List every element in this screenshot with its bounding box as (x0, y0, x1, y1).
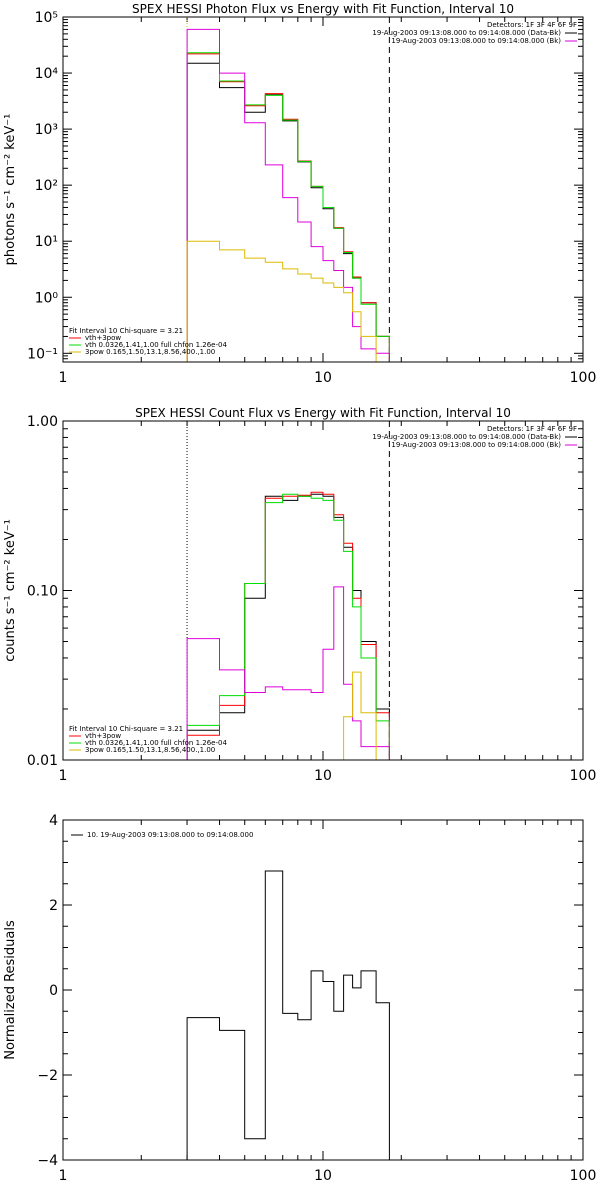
legend-left-text: 3pow 0.165,1.50,13.1,8.56,400.,1.00 (85, 746, 215, 754)
series-2-line (186, 491, 390, 760)
series-5-line (333, 671, 390, 761)
y-axis-label: photons s⁻¹ cm⁻² keV⁻¹ (3, 114, 18, 266)
legend-right-text: 19-Aug-2003 09:13:08.000 to 09:14:08.000… (372, 433, 561, 441)
chart-panel-3: Normalized Residuals 1 10 100 −4 −2 0 2 4 10. 19-… (3, 813, 596, 1184)
legend-left-text: 3pow 0.165,1.50,13.1,8.56,400.,1.00 (85, 348, 215, 356)
series-5-line (186, 240, 390, 363)
series-4-line (186, 28, 390, 362)
series-1-line (186, 62, 390, 362)
legend-left-text: vth 0.0326,1.41,1.00 full chfon 1.26e-04 (85, 341, 227, 349)
chart-title: SPEX HESSI Photon Flux vs Energy with Fi… (132, 2, 514, 16)
plot-frame (62, 420, 584, 761)
y-tick-label: 10³ (35, 122, 58, 138)
x-tick-label: 1 (59, 1168, 68, 1184)
legend-left-text: Fit Interval 10 Chi-square = 3.21 (69, 725, 183, 733)
legend-right-text: Detectors: 1F 3F 4F 6F 9F (487, 21, 577, 29)
series-1-line (186, 493, 390, 760)
legend-right-text: 19-Aug-2003 09:13:08.000 to 09:14:08.000… (391, 37, 561, 45)
x-tick-label: 100 (570, 370, 597, 386)
x-tick-label: 10 (314, 1168, 332, 1184)
y-tick-label: 1.00 (27, 414, 58, 430)
series-3-line (186, 493, 390, 760)
plot-frame (62, 819, 584, 1161)
y-tick-label: 0.01 (27, 753, 58, 769)
chart-title: SPEX HESSI Count Flux vs Energy with Fit… (135, 406, 511, 420)
x-tick-label: 10 (314, 370, 332, 386)
x-tick-label: 10 (314, 768, 332, 784)
y-tick-label: 10² (35, 178, 58, 194)
legend-left-text: Fit Interval 10 Chi-square = 3.21 (69, 327, 183, 335)
y-tick-label: 10¹ (35, 234, 58, 250)
x-tick-label: 100 (570, 768, 597, 784)
legend-left-text: vth+3pow (85, 334, 121, 342)
y-tick-label: 10⁴ (35, 66, 59, 82)
legend-right-text: Detectors: 1F 3F 4F 6F 9F (487, 425, 577, 433)
y-tick-label: 2 (49, 898, 58, 914)
legend-right-text: 19-Aug-2003 09:13:08.000 to 09:14:08.000… (372, 29, 561, 37)
x-tick-label: 1 (59, 768, 68, 784)
y-tick-label: −2 (37, 1068, 58, 1084)
series-1-line (186, 870, 390, 1160)
y-axis-label: Normalized Residuals (3, 920, 18, 1060)
y-tick-label: −4 (37, 1153, 58, 1169)
y-tick-label: 10⁵ (35, 10, 58, 26)
chart-panel-2: SPEX HESSI Count Flux vs Energy with Fit… (3, 406, 596, 784)
series-2-line (186, 53, 390, 362)
legend-left-text: vth+3pow (85, 732, 121, 740)
y-tick-label: 4 (49, 813, 58, 829)
x-tick-label: 100 (570, 1168, 597, 1184)
legend-left-text: vth 0.0326,1.41,1.00 full chfon 1.26e-04 (85, 739, 227, 747)
plot-frame (62, 16, 584, 363)
y-tick-label: 0.10 (27, 584, 58, 600)
legend-left-text: 10. 19-Aug-2003 09:13:08.000 to 09:14:08… (87, 831, 253, 839)
chart-panel-1: SPEX HESSI Photon Flux vs Energy with Fi… (3, 2, 596, 386)
y-tick-label: 10⁰ (35, 290, 59, 306)
series-3-line (186, 52, 390, 362)
y-axis-label: counts s⁻¹ cm⁻² keV⁻¹ (3, 519, 18, 662)
series-4-line (186, 586, 390, 760)
y-tick-label: 10⁻¹ (27, 346, 58, 362)
x-tick-label: 1 (59, 370, 68, 386)
y-tick-label: 0 (49, 983, 58, 999)
legend-right-text: 19-Aug-2003 09:13:08.000 to 09:14:08.000… (391, 441, 561, 449)
